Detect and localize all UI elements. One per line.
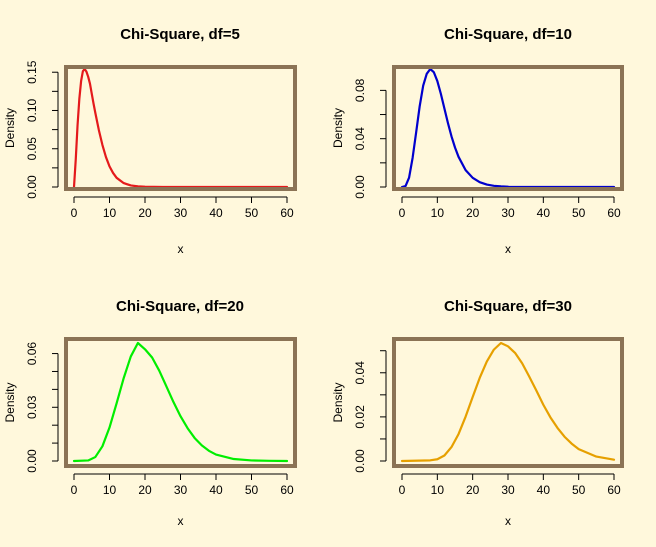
panel-title: Chi-Square, df=5 <box>120 26 240 43</box>
y-tick-label: 0.00 <box>25 449 39 473</box>
plot-frame <box>392 65 624 191</box>
panel-df-30: Chi-Square, df=30 0 10 20 30 40 50 60 0.00 0.02 0.… <box>331 298 624 528</box>
x-tick-label: 50 <box>245 206 259 220</box>
y-axis-label: Density <box>3 382 17 422</box>
y-tick-label: 0.06 <box>25 342 39 366</box>
x-tick-label: 10 <box>431 483 445 497</box>
x-tick-label: 0 <box>399 206 406 220</box>
x-tick-label: 50 <box>572 483 586 497</box>
x-tick-label: 50 <box>572 206 586 220</box>
x-tick-label: 0 <box>71 206 78 220</box>
panel-df-20: Chi-Square, df=20 0 10 20 30 40 50 60 0.00 0.03 0.… <box>3 298 297 528</box>
plot-frame <box>392 337 624 468</box>
y-tick-label: 0.04 <box>353 361 367 385</box>
x-axis-label: x <box>178 514 184 528</box>
density-curve-df-10 <box>400 67 616 189</box>
x-tick-label: 60 <box>280 206 294 220</box>
x-tick-label: 10 <box>103 206 117 220</box>
y-axis-label: Density <box>331 108 345 148</box>
y-axis-label: Density <box>3 108 17 148</box>
x-tick-label: 50 <box>245 483 259 497</box>
x-tick-label: 0 <box>399 483 406 497</box>
x-tick-label: 30 <box>174 483 188 497</box>
x-tick-label: 20 <box>466 206 480 220</box>
x-tick-label: 10 <box>103 483 117 497</box>
y-tick-label: 0.02 <box>353 405 367 429</box>
panel-title: Chi-Square, df=30 <box>444 298 572 315</box>
y-tick-label: 0.10 <box>25 98 39 122</box>
y-tick-label: 0.08 <box>353 78 367 102</box>
x-tick-label: 30 <box>174 206 188 220</box>
x-axis-label: x <box>505 242 511 256</box>
plot-frame <box>64 337 297 468</box>
x-tick-label: 40 <box>209 483 223 497</box>
x-tick-label: 60 <box>280 483 294 497</box>
x-tick-label: 0 <box>71 483 78 497</box>
y-tick-label: 0.03 <box>25 395 39 419</box>
panel-df-5: Chi-Square, df=5 0 10 20 30 40 50 60 0.00 0.05 0.1… <box>3 26 297 256</box>
panel-df-10: Chi-Square, df=10 0 10 20 30 40 50 60 0.00 0.04 0.… <box>331 26 624 256</box>
density-curve-df-30 <box>400 341 616 463</box>
plot-frame <box>64 65 297 191</box>
panel-title: Chi-Square, df=10 <box>444 26 572 43</box>
x-tick-label: 40 <box>537 206 551 220</box>
y-tick-label: 0.15 <box>25 60 39 84</box>
x-tick-label: 60 <box>607 483 621 497</box>
y-tick-label: 0.04 <box>353 127 367 151</box>
x-tick-label: 60 <box>607 206 621 220</box>
x-tick-label: 20 <box>466 483 480 497</box>
density-curve-df-5 <box>72 67 289 189</box>
y-tick-label: 0.00 <box>353 175 367 199</box>
x-axis-label: x <box>178 242 184 256</box>
x-tick-label: 30 <box>501 206 515 220</box>
x-tick-label: 20 <box>138 206 152 220</box>
x-tick-label: 30 <box>501 483 515 497</box>
y-tick-label: 0.05 <box>25 137 39 161</box>
x-tick-label: 10 <box>431 206 445 220</box>
y-axis-label: Density <box>331 382 345 422</box>
x-tick-label: 20 <box>138 483 152 497</box>
x-tick-label: 40 <box>537 483 551 497</box>
y-tick-label: 0.00 <box>353 449 367 473</box>
density-curve-df-20 <box>72 341 289 463</box>
panel-title: Chi-Square, df=20 <box>116 298 244 315</box>
x-tick-label: 40 <box>209 206 223 220</box>
x-axis-label: x <box>505 514 511 528</box>
y-tick-label: 0.00 <box>25 175 39 199</box>
